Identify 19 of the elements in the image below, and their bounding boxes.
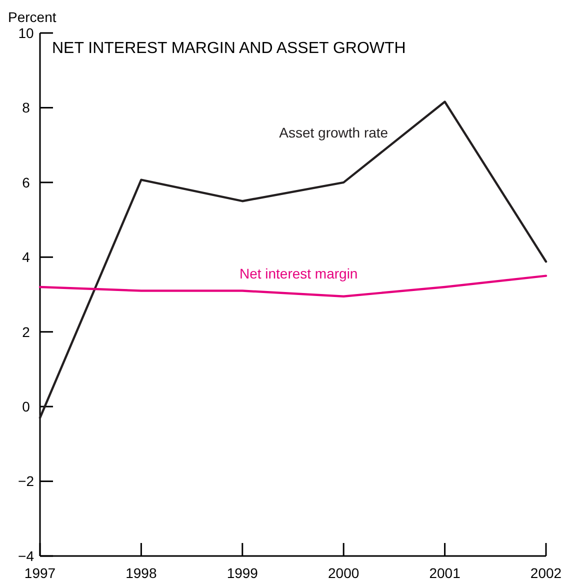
line-series	[38, 100, 548, 419]
y-tick-label: −2	[18, 473, 34, 490]
y-tick-label: 2	[22, 324, 30, 340]
y-axis-title: Percent	[8, 9, 56, 25]
chart-title: NET INTEREST MARGIN AND ASSET GROWTH	[52, 40, 406, 57]
x-tick-label: 1997	[24, 565, 56, 581]
x-tick-label: 2002	[530, 565, 562, 581]
x-tick-label: 2001	[429, 565, 461, 581]
x-tick-label: 2000	[328, 565, 360, 581]
y-tick-label: 0	[22, 398, 30, 414]
x-tick-label: 1999	[226, 565, 258, 581]
y-tick-label: 10	[18, 24, 34, 41]
y-tick-label: 8	[22, 100, 30, 116]
series-label: Asset growth rate	[279, 124, 388, 140]
series-label: Net interest margin	[239, 265, 358, 282]
x-tick-label: 1998	[126, 565, 157, 581]
y-tick-label: 4	[22, 249, 30, 266]
y-tick-label: 6	[22, 174, 30, 190]
y-tick-label: −4	[18, 548, 34, 564]
